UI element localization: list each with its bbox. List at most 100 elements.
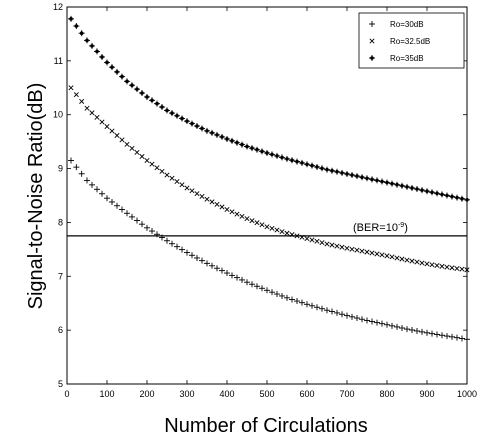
data-point — [444, 333, 450, 340]
series-2-marker — [439, 263, 445, 269]
legend-label: Ro=35dB — [390, 54, 424, 63]
series-1-marker — [359, 316, 365, 323]
data-point — [424, 261, 430, 267]
y-tick-label: 7 — [58, 271, 63, 281]
data-point — [364, 175, 370, 182]
series-2-marker — [99, 119, 105, 125]
series-3-marker — [154, 100, 160, 107]
series-3-marker — [389, 180, 395, 187]
series-3-marker — [109, 64, 115, 71]
series-2-marker — [269, 225, 275, 231]
series-3-marker — [314, 163, 320, 170]
series-2-marker — [94, 114, 100, 120]
series-1-marker — [189, 252, 195, 259]
series-1-marker — [234, 274, 240, 281]
series-3-marker — [209, 129, 215, 136]
data-point — [424, 329, 430, 336]
series-2-marker — [409, 258, 415, 264]
series-2-marker — [89, 110, 95, 116]
legend-label: Ro=32.5dB — [390, 37, 430, 46]
series-3-marker — [409, 184, 415, 191]
series-2-marker — [229, 209, 235, 215]
series-2-marker — [149, 161, 155, 167]
data-point — [84, 105, 90, 111]
data-point — [344, 170, 350, 177]
data-point — [68, 157, 74, 164]
series-1-marker — [89, 181, 95, 188]
series-1-marker — [94, 186, 100, 193]
series-2-marker — [259, 222, 265, 228]
series-3-marker — [419, 187, 425, 194]
data-point — [144, 157, 150, 164]
y-axis-title: Signal-to-Noise Ratio(dB) — [25, 83, 47, 310]
series-2-marker — [169, 175, 175, 181]
series-2-marker — [339, 244, 345, 250]
series-3-marker — [349, 172, 355, 179]
series-2-marker — [134, 149, 140, 155]
series-1-marker — [314, 304, 320, 311]
series-1-marker — [419, 328, 425, 335]
series-2-marker — [139, 153, 145, 159]
series-1-marker — [414, 327, 420, 334]
series-2-marker — [214, 201, 220, 207]
series-3-marker — [394, 181, 400, 188]
series-1-marker — [99, 190, 105, 197]
data-point — [264, 224, 270, 230]
series-3-marker — [334, 168, 340, 175]
series-1-marker — [289, 296, 295, 303]
series-3-marker — [129, 82, 135, 89]
series-2-marker — [459, 266, 465, 272]
plot-frame — [66, 6, 468, 385]
series-3-marker — [169, 110, 175, 117]
data-point — [464, 336, 470, 343]
series-3-marker — [99, 53, 105, 60]
legend-marker — [369, 38, 375, 44]
data-point — [124, 141, 130, 147]
legend: Ro=30dB Ro=32.5dB Ro=35dB — [358, 12, 465, 69]
series-2-marker — [249, 218, 255, 224]
data-point — [68, 85, 74, 91]
series-3-marker — [434, 190, 440, 197]
y-tick-label: 8 — [58, 217, 63, 227]
series-3-marker — [414, 186, 420, 193]
series-3-marker — [194, 123, 200, 130]
y-tick-label: 9 — [58, 164, 63, 174]
data-point — [224, 270, 230, 277]
series-3 — [68, 15, 470, 203]
x-tick-label: 900 — [419, 389, 434, 399]
data-point — [204, 127, 210, 134]
data-point — [184, 185, 190, 191]
series-1-marker — [329, 308, 335, 315]
series-3-marker — [73, 23, 80, 30]
series-3-marker — [254, 146, 260, 153]
data-point — [384, 179, 390, 186]
series-1-marker — [454, 334, 460, 341]
data-point — [124, 78, 130, 85]
series-3-marker — [259, 148, 265, 155]
series-1-marker — [409, 327, 415, 334]
x-tick-label: 300 — [179, 389, 194, 399]
data-point — [204, 260, 210, 267]
y-tick-label: 10 — [53, 110, 63, 120]
data-point — [144, 93, 150, 100]
series-3-marker — [199, 125, 205, 132]
series-1-marker — [174, 243, 180, 250]
y-tick-label: 11 — [54, 56, 63, 66]
x-axis-title: Number of Circulations — [164, 415, 367, 437]
series-1-marker — [339, 311, 345, 318]
series-2-marker — [374, 251, 380, 257]
series-2-marker — [79, 98, 85, 104]
series-3-marker — [159, 104, 165, 111]
series-1-marker — [149, 228, 155, 235]
series-3-marker — [439, 191, 445, 198]
data-point — [184, 249, 190, 256]
series-1-marker — [179, 246, 185, 253]
series-3-marker — [459, 195, 465, 202]
series-1-marker — [379, 320, 385, 327]
ber-threshold-label: (BER=10-9) — [353, 222, 408, 234]
series-1-marker — [129, 213, 135, 220]
series-3-marker — [354, 173, 360, 180]
series-1-marker — [354, 315, 360, 322]
x-tick-label: 200 — [139, 389, 154, 399]
data-point — [284, 230, 290, 236]
